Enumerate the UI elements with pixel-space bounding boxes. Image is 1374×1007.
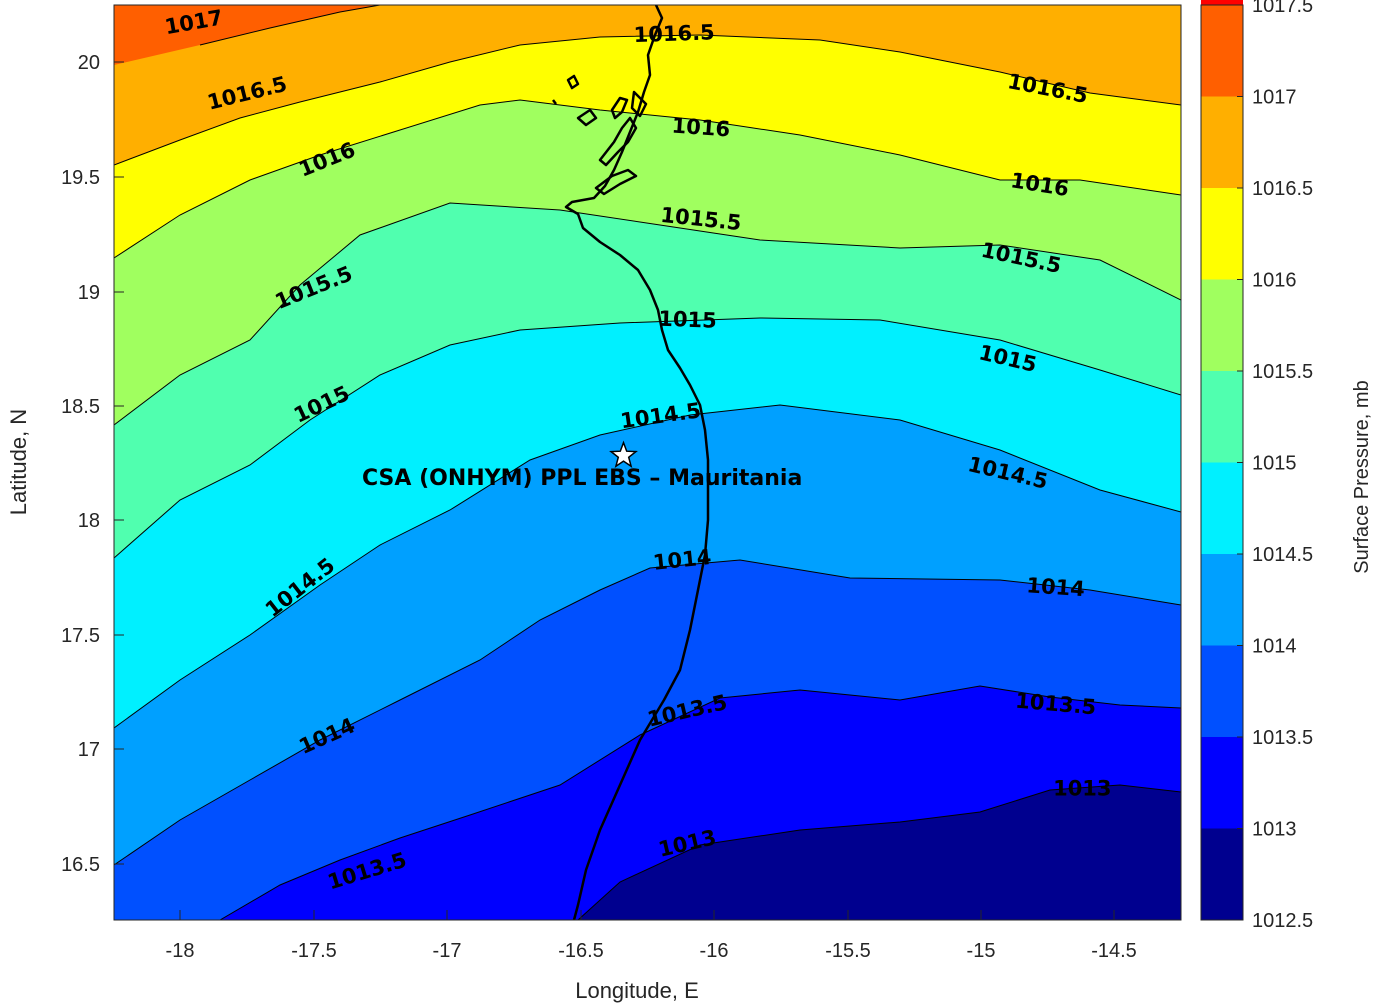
y-tick: 18 [78,510,124,532]
y-tick-label: 18.5 [61,396,100,418]
site-annotation: CSA (ONHYM) PPL EBS – Mauritania [362,466,802,491]
x-tick-label: -16 [700,940,729,962]
y-tick: 19.5 [61,167,124,189]
colorbar-tick-label: 1014.5 [1252,544,1313,566]
contour-label: 1016.5 [633,20,715,47]
x-tick: -14.5 [1091,910,1137,962]
colorbar-tick-label: 1013 [1252,819,1297,841]
pressure-bands [114,5,1181,920]
contour-line-1014-5 [114,404,1181,729]
colorbar-swatch [1201,554,1243,646]
coastline-banc-arguin-2 [610,96,629,120]
x-tick: -16.5 [558,910,604,962]
y-tick: 17 [78,739,124,761]
coastline-inlet [630,90,648,118]
x-tick: -17 [433,910,462,962]
colorbar-swatch [1201,279,1243,371]
x-tick: -15 [967,910,996,962]
x-tick-label: -16.5 [558,940,604,962]
x-tick-label: -17 [433,940,462,962]
y-tick: 17.5 [61,625,124,647]
colorbar-swatch [1201,828,1243,920]
colorbar-tick-label: 1013.5 [1252,727,1313,749]
contour-label: 1014 [1026,573,1086,601]
colorbar-swatch [1201,462,1243,554]
y-tick-label: 17.5 [61,625,100,647]
contour-line-1013 [577,784,1181,920]
colorbar-swatches [1201,0,1243,920]
contour-line-1017 [199,5,381,46]
colorbar-tick-label: 1017 [1252,87,1297,109]
x-tick: -15.5 [825,910,871,962]
axes-frame [113,4,1182,921]
contour-lines [114,5,1181,920]
y-tick: 19 [78,282,124,304]
x-axis: -18 -17.5 -17 -16.5 -16 -15.5 -15 -14.5 … [166,910,1137,1003]
x-tick: -18 [166,910,195,962]
coastline-banc-arguin-1 [598,116,638,167]
y-tick-label: 19 [78,282,100,304]
colorbar-swatch [1201,96,1243,188]
star-icon [609,440,638,468]
y-tick: 16.5 [61,854,124,876]
coastline-main [564,5,710,920]
x-tick-label: -15 [967,940,996,962]
contour-line-1014 [114,559,1181,866]
colorbar-ticks: 1012.5 1013 1013.5 1014 1014.5 1015 1015.5 1016… [1237,0,1313,932]
y-axis: 16.5 17 17.5 18 18.5 19 19.5 20 Latitude… [6,52,124,876]
x-tick: -16 [700,910,729,962]
contour-label: 1013 [1053,777,1111,801]
contour-line-1016 [114,99,1181,259]
colorbar-tick-label: 1017.5 [1252,0,1313,17]
contour-line-1013-5 [219,685,1181,920]
colorbar-swatch [1201,188,1243,280]
colorbar-swatch [1201,5,1243,97]
colorbar-tick-label: 1016 [1252,270,1297,292]
y-tick-label: 19.5 [61,167,100,189]
x-axis-label: Longitude, E [575,978,699,1003]
contour-line-1015-5 [114,202,1181,426]
colorbar-tick-label: 1014 [1252,636,1297,658]
x-tick-label: -15.5 [825,940,871,962]
site-marker: CSA (ONHYM) PPL EBS – Mauritania [362,440,802,491]
colorbar-tick-label: 1012.5 [1252,910,1313,932]
colorbar-swatch [1201,645,1243,737]
contour-line-1016-5 [114,34,1181,166]
x-tick-label: -18 [166,940,195,962]
x-tick: -17.5 [291,910,337,962]
x-tick-label: -17.5 [291,940,337,962]
coastline-banc-arguin-4 [594,168,638,196]
contour-label: 1015 [658,307,717,333]
y-tick-label: 18 [78,510,100,532]
y-tick-label: 20 [78,52,100,74]
contour-line-1015 [114,317,1181,559]
y-tick: 18.5 [61,396,124,418]
colorbar-tick-label: 1015.5 [1252,361,1313,383]
y-tick-label: 17 [78,739,100,761]
coastline [552,5,710,920]
x-tick-label: -14.5 [1091,940,1137,962]
colorbar: 1012.5 1013 1013.5 1014 1014.5 1015 1015.5 1016… [1200,0,1373,932]
colorbar-tick-label: 1016.5 [1252,178,1313,200]
contour-label: 1016 [671,113,731,141]
coastline-islet-2 [552,99,557,105]
colorbar-swatch [1201,0,1243,5]
y-axis-label: Latitude, N [6,409,31,515]
coastline-banc-arguin-3 [576,108,598,127]
y-tick-label: 16.5 [61,854,100,876]
colorbar-label: Surface Pressure, mb [1351,380,1373,573]
y-tick: 20 [78,52,124,74]
colorbar-swatch [1201,737,1243,829]
band-1012-5 [578,785,1181,920]
colorbar-swatch [1201,371,1243,463]
coastline-islet-1 [566,74,580,90]
colorbar-tick-label: 1015 [1252,453,1297,475]
